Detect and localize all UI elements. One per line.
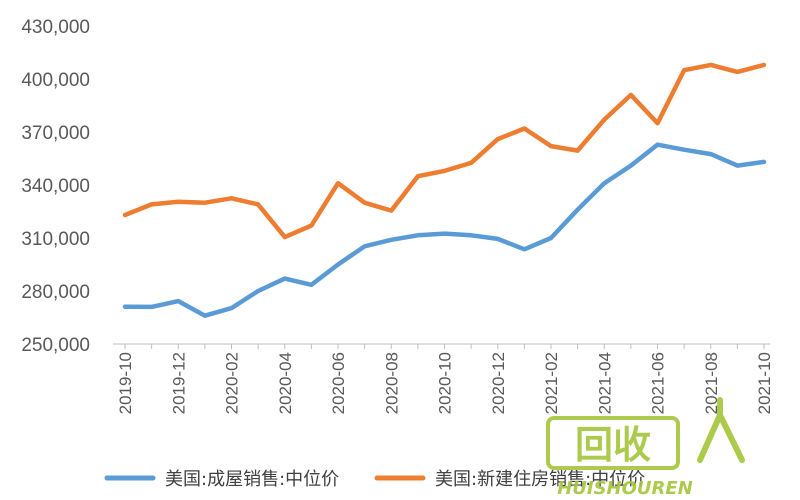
y-tick-label: 430,000 [21,17,90,38]
y-tick-label: 340,000 [21,176,90,197]
y-tick-label: 280,000 [21,282,90,303]
legend: 美国:成屋销售:中位价 美国:新建住房销售:中位价 [104,469,645,490]
x-tick-label: 2020-10 [436,352,455,414]
x-tick-label: 2021-02 [542,352,561,414]
x-tick-label: 2020-08 [382,352,401,414]
x-tick-label: 2021-10 [755,352,774,414]
watermark-person-icon [697,397,745,463]
series-line-2 [122,62,767,240]
series-layer [122,62,767,318]
y-tick-label: 250,000 [21,335,90,356]
watermark-text: 回收 [575,423,651,467]
x-tick-label: 2020-02 [223,352,242,414]
x-tick-label: 2020-06 [329,352,348,414]
x-tick-label: 2020-12 [489,352,508,414]
x-tick-label: 2021-06 [649,352,668,414]
watermark-logo: 回收 HUISHOUREN [546,397,745,499]
y-axis-tick-labels: 250,000 280,000 310,000 340,000 370,000 400,0… [21,17,90,356]
x-tick-label: 2021-08 [702,352,721,414]
watermark-subtext: HUISHOUREN [557,478,693,499]
y-tick-label: 400,000 [21,70,90,91]
y-tick-label: 370,000 [21,123,90,144]
x-tick-label: 2020-04 [276,352,295,414]
x-axis-tick-labels: 2019-10 2019-12 2020-02 2020-04 2020-06 2020-… [116,344,774,414]
x-tick-label: 2019-10 [116,352,135,414]
series-line-1 [122,142,767,318]
watermark-box [546,416,680,470]
y-tick-label: 310,000 [21,229,90,250]
x-tick-label: 2021-04 [595,352,614,414]
x-tick-label: 2019-12 [169,352,188,414]
legend-label-2: 美国:新建住房销售:中位价 [435,469,645,490]
legend-label-1: 美国:成屋销售:中位价 [165,469,339,490]
